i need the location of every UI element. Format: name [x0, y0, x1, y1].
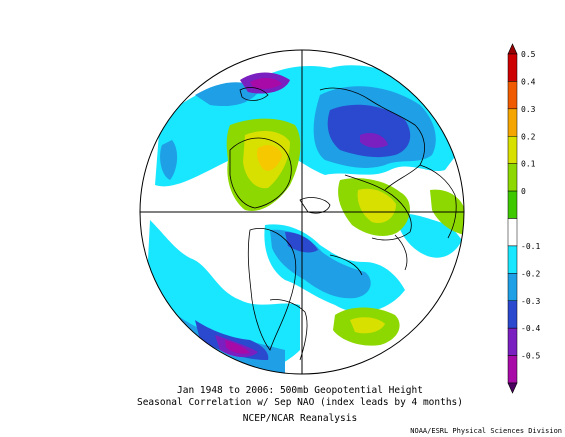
caption-line-3: NCEP/NCAR Reanalysis: [242, 413, 358, 424]
colorbar-tick-label: -0.1: [521, 242, 540, 251]
colorbar-tick-label: 0.5: [521, 50, 536, 59]
colorbar-swatch: [507, 53, 518, 82]
colorbar-tick-label: 0.1: [521, 160, 536, 169]
colorbar-tick-label: -0.5: [521, 352, 540, 361]
map-disk: [140, 50, 464, 374]
caption-line-1: Jan 1948 to 2006: 500mb Geopotential Hei…: [177, 385, 423, 396]
colorbar-swatch: [507, 163, 518, 192]
colorbar-swatch: [507, 273, 518, 302]
colorbar-swatch: [507, 327, 518, 356]
colorbar-swatch: [507, 81, 518, 110]
coastlines: [229, 87, 457, 361]
colorbar-swatch: [507, 108, 518, 137]
colorbar-swatch: [507, 245, 518, 274]
neg-0.4-regions: [215, 72, 388, 358]
colorbar-swatch: [507, 355, 518, 384]
colorbar-tick-label: 0.2: [521, 132, 536, 141]
caption-line-2: Seasonal Correlation w/ Sep NAO (index l…: [136, 397, 463, 408]
colorbar-swatch: [507, 190, 518, 219]
pos-regions: [226, 118, 464, 346]
colorbar-tick-label: -0.2: [521, 269, 540, 278]
colorbar: 0.5 0.4 0.3 0.2 0.1 0 -0.1 -0.2 -0.3 -0.4 -0.5: [507, 43, 540, 394]
colorbar-bottom-arrow: [507, 382, 518, 394]
credit-text: NOAA/ESRL Physical Sciences Division: [410, 427, 562, 435]
colorbar-swatch: [507, 300, 518, 329]
colorbar-tick-label: 0.3: [521, 105, 536, 114]
colorbar-tick-label: 0.4: [521, 77, 536, 86]
colorbar-swatch: [507, 218, 518, 247]
colorbar-swatch: [507, 136, 518, 164]
colorbar-tick-label: -0.3: [521, 297, 540, 306]
colorbar-top-arrow: [507, 43, 518, 55]
colorbar-tick-label: 0: [521, 187, 526, 196]
colorbar-tick-label: -0.4: [521, 324, 540, 333]
